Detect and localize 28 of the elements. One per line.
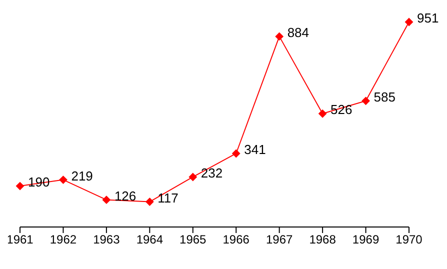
data-label: 117	[158, 190, 178, 206]
x-tick-label: 1964	[136, 232, 164, 247]
data-label: 585	[374, 89, 396, 104]
point	[146, 198, 154, 206]
x-tick-label: 1961	[6, 232, 34, 247]
data-label: 341	[244, 142, 266, 157]
x-tick-label: 1969	[352, 232, 380, 247]
data-label: 232	[200, 165, 223, 180]
x-tick-label: 1967	[266, 232, 294, 247]
point	[16, 182, 24, 190]
point	[188, 172, 197, 181]
point	[275, 32, 284, 40]
x-tick-label: 1970	[396, 232, 423, 247]
point	[318, 110, 327, 118]
x-tick-label: 1963	[93, 232, 120, 247]
point	[405, 18, 413, 26]
x-tick-label: 1962	[50, 232, 77, 247]
data-label: 219	[71, 168, 93, 184]
data-label: 126	[114, 188, 136, 204]
x-tick-label: 1965	[180, 232, 207, 247]
point	[59, 176, 68, 184]
x-tick-label: 1966	[222, 232, 250, 247]
point	[362, 96, 370, 105]
point	[232, 149, 240, 158]
data-label: 951	[417, 10, 439, 26]
x-tick-label: 1968	[309, 232, 336, 247]
point	[102, 196, 110, 204]
data-label: 884	[287, 24, 310, 40]
